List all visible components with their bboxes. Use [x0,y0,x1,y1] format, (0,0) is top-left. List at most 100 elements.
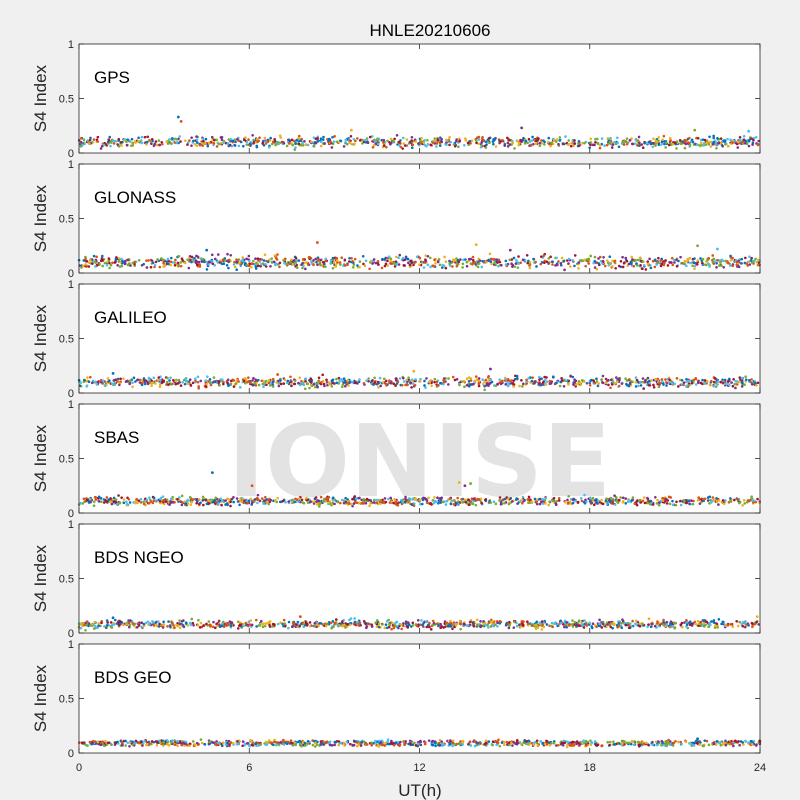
data-point [204,385,208,388]
data-point [438,144,442,147]
data-point [683,146,687,150]
data-point [202,260,206,264]
data-point [395,133,399,137]
y-axis-title: S4 Index [31,184,50,252]
data-point [201,142,204,145]
data-point [627,262,631,266]
data-point [670,256,674,260]
data-point [122,501,126,505]
data-point [471,255,475,259]
data-point [465,384,469,387]
data-point [498,378,501,381]
data-point [312,383,316,386]
data-point [465,260,469,264]
data-point [548,624,551,628]
data-point [426,138,429,142]
data-point [512,626,516,629]
data-point [680,261,684,265]
data-point [567,624,571,627]
data-point [461,262,465,266]
data-point [402,258,405,262]
data-point [335,381,339,385]
data-point [395,620,399,624]
data-point [641,377,645,380]
data-point [480,501,484,505]
data-point [121,623,125,627]
data-point [467,503,471,507]
data-point [319,144,323,148]
data-point [326,499,330,503]
data-point [541,498,545,501]
data-point-spike [350,128,353,132]
data-point [348,380,352,384]
data-point [712,136,715,140]
data-point [682,381,686,384]
data-point [670,382,674,385]
data-point [729,139,733,143]
data-point [541,381,545,384]
data-point [738,136,742,139]
data-point [593,266,597,269]
data-point [287,620,291,624]
data-point [439,622,442,626]
data-point [122,139,126,142]
data-point [334,263,338,266]
data-point [237,380,240,383]
data-point [158,383,162,387]
data-point [235,497,239,500]
data-point [396,503,400,507]
data-point [650,379,653,382]
data-point [304,267,307,271]
data-point [264,263,267,266]
data-point [497,264,500,268]
data-point [609,136,612,140]
data-point [235,260,239,264]
data-point [751,499,754,502]
data-point [342,377,346,380]
data-point [441,500,445,504]
data-point [584,622,588,626]
data-point [92,500,96,504]
data-point [423,384,426,387]
data-point [138,381,142,384]
data-point [383,497,387,500]
data-point [499,503,503,506]
data-point [643,501,647,505]
data-point [277,142,280,146]
plot-area [79,524,760,633]
data-point [407,376,410,379]
data-point [128,382,131,386]
data-point [442,379,445,382]
data-point [498,260,502,264]
data-point [381,381,385,384]
data-point [105,619,109,622]
data-point [372,501,376,504]
data-point [741,504,744,507]
data-point [479,624,483,628]
data-point [402,376,405,380]
data-point [356,264,359,267]
data-point [699,141,703,145]
data-point [434,262,437,265]
data-point [235,258,238,261]
data-point [671,142,675,146]
data-point [248,259,251,263]
data-point [260,379,264,383]
data-point [715,146,718,150]
data-point [276,496,279,500]
data-point [471,263,474,266]
data-point [683,139,686,142]
y-axis-title: S4 Index [31,544,50,612]
data-point [256,493,260,497]
data-point [148,622,151,626]
data-point [189,384,193,387]
data-point [274,263,277,267]
data-point [699,621,702,624]
data-point [179,384,183,387]
data-point [704,263,708,267]
data-point [324,257,328,261]
data-point [207,620,211,623]
data-point [208,377,212,381]
data-point [298,376,302,379]
